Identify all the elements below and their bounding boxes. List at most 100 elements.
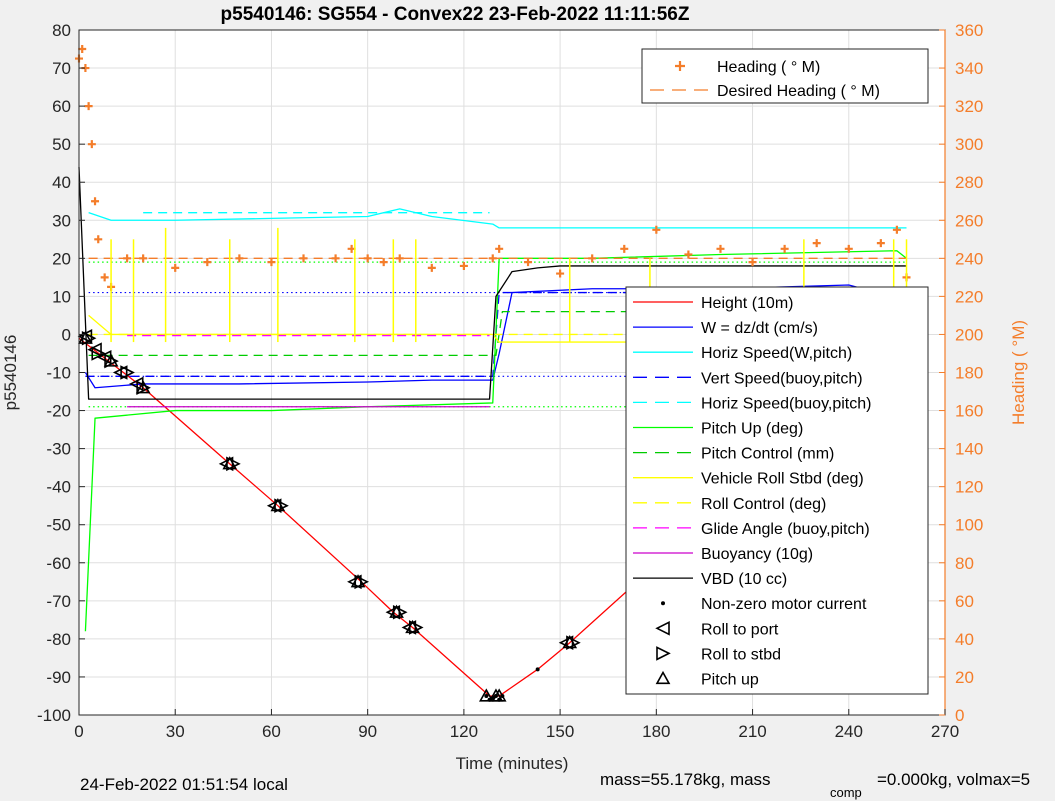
pitch-up-marker bbox=[405, 619, 420, 634]
heading-point bbox=[748, 258, 757, 267]
y-tick-label-left: -20 bbox=[46, 402, 71, 421]
main-legend-box bbox=[625, 286, 929, 695]
x-axis-label: Time (minutes) bbox=[456, 754, 569, 773]
heading-point bbox=[684, 250, 693, 259]
y-tick-label-left: -100 bbox=[37, 706, 71, 725]
heading-point bbox=[78, 45, 87, 54]
legend-label: Vehicle Roll Stbd (deg) bbox=[701, 471, 864, 488]
heading-legend-label: Desired Heading ( ° M) bbox=[717, 83, 880, 100]
y-axis-label-right: Heading ( °M) bbox=[1009, 320, 1028, 425]
footer-local-time: 24-Feb-2022 01:51:54 local bbox=[80, 775, 288, 794]
heading-legend-box bbox=[641, 48, 929, 104]
y-tick-label-right: 120 bbox=[955, 478, 983, 497]
pitch-up-marker bbox=[78, 330, 93, 344]
x-tick-label: 270 bbox=[931, 722, 959, 741]
y-tick-label-right: 240 bbox=[955, 249, 983, 268]
y-axis-label-left: p5540146 bbox=[1, 335, 20, 411]
heading-point bbox=[100, 273, 109, 282]
legend-swatch bbox=[655, 670, 671, 685]
y-tick-label-right: 280 bbox=[955, 173, 983, 192]
y-tick-label-right: 40 bbox=[955, 630, 974, 649]
motor-current-dot bbox=[497, 697, 502, 702]
legend-label: Roll to stbd bbox=[701, 646, 781, 663]
y-tick-label-left: -10 bbox=[46, 364, 71, 383]
y-tick-label-left: -50 bbox=[46, 516, 71, 535]
legend-label: Horiz Speed(W,pitch) bbox=[701, 345, 852, 362]
heading-legend-swatch bbox=[675, 61, 685, 71]
y-tick-label-right: 100 bbox=[955, 516, 983, 535]
y-tick-label-right: 220 bbox=[955, 287, 983, 306]
x-tick-label: 180 bbox=[642, 722, 670, 741]
y-tick-label-right: 80 bbox=[955, 554, 974, 573]
y-tick-label-left: -70 bbox=[46, 592, 71, 611]
legend-swatch bbox=[656, 646, 671, 661]
legend-label: Height (10m) bbox=[701, 295, 793, 312]
heading-point bbox=[87, 140, 96, 149]
pitch-up-marker bbox=[562, 635, 578, 649]
pitch-up-marker bbox=[103, 353, 119, 367]
footer-mass: mass=55.178kg, mass bbox=[600, 770, 771, 789]
y-tick-label-right: 340 bbox=[955, 59, 983, 78]
legend-swatch bbox=[661, 601, 665, 606]
x-tick-label: 120 bbox=[450, 722, 478, 741]
legend-label: VBD (10 cc) bbox=[701, 571, 787, 588]
heading-point bbox=[171, 263, 180, 272]
heading-point bbox=[652, 225, 661, 234]
legend-label: Vert Speed(buoy,pitch) bbox=[701, 370, 863, 387]
legend-label: Pitch Control (mm) bbox=[701, 446, 834, 463]
x-tick-label: 150 bbox=[546, 722, 574, 741]
heading-point bbox=[780, 244, 789, 253]
y-tick-label-right: 60 bbox=[955, 592, 974, 611]
pitch-up-marker bbox=[478, 688, 494, 702]
heading-legend-label: Heading ( ° M) bbox=[717, 59, 820, 76]
y-tick-label-left: 60 bbox=[52, 97, 71, 116]
y-tick-label-left: -30 bbox=[46, 440, 71, 459]
y-tick-label-left: 20 bbox=[52, 249, 71, 268]
y-tick-label-right: 300 bbox=[955, 135, 983, 154]
x-tick-label: 0 bbox=[74, 722, 83, 741]
legend-label: Glide Angle (buoy,pitch) bbox=[701, 521, 870, 538]
roll-stbd-marker bbox=[91, 346, 107, 361]
legend-swatch bbox=[655, 621, 670, 636]
pitch-up-marker bbox=[270, 498, 286, 512]
pitch-up-marker bbox=[389, 604, 404, 618]
heading-point bbox=[524, 258, 533, 267]
motor-current-dot bbox=[535, 667, 540, 672]
y-tick-label-right: 20 bbox=[955, 668, 974, 687]
y-tick-label-right: 0 bbox=[955, 706, 964, 725]
heading-point bbox=[876, 239, 885, 248]
motor-current-dot bbox=[490, 695, 495, 700]
y-tick-label-left: -90 bbox=[46, 668, 71, 687]
roll-stbd-marker bbox=[104, 353, 119, 369]
heading-point bbox=[620, 244, 629, 253]
motor-current-dot bbox=[487, 697, 492, 702]
y-tick-label-left: -60 bbox=[46, 554, 71, 573]
heading-point bbox=[556, 269, 565, 278]
heading-point bbox=[203, 258, 212, 267]
legend-label: Non-zero motor current bbox=[701, 596, 867, 613]
footer-mass-subscript: comp bbox=[830, 785, 862, 800]
roll-stbd-marker bbox=[136, 380, 151, 396]
x-tick-label: 240 bbox=[835, 722, 863, 741]
legend-label: W = dz/dt (cm/s) bbox=[701, 320, 818, 337]
y-tick-label-right: 320 bbox=[955, 97, 983, 116]
y-tick-label-left: 10 bbox=[52, 287, 71, 306]
y-tick-label-left: 80 bbox=[52, 21, 71, 40]
y-tick-label-right: 160 bbox=[955, 402, 983, 421]
y-tick-label-right: 200 bbox=[955, 325, 983, 344]
x-tick-label: 30 bbox=[166, 722, 185, 741]
legend-label: Pitch up bbox=[701, 672, 759, 689]
x-tick-label: 210 bbox=[738, 722, 766, 741]
series-line-12 bbox=[78, 166, 907, 400]
heading-point bbox=[716, 244, 725, 253]
legend-label: Buoyancy (10g) bbox=[701, 546, 813, 563]
chart-title: p5540146: SG554 - Convex22 23-Feb-2022 1… bbox=[221, 4, 690, 25]
legend-label: Roll Control (deg) bbox=[701, 496, 826, 513]
x-tick-label: 60 bbox=[262, 722, 281, 741]
pitch-up-marker bbox=[222, 456, 238, 470]
heading-point bbox=[379, 258, 388, 267]
heading-point bbox=[844, 244, 853, 253]
heading-point bbox=[91, 197, 100, 206]
